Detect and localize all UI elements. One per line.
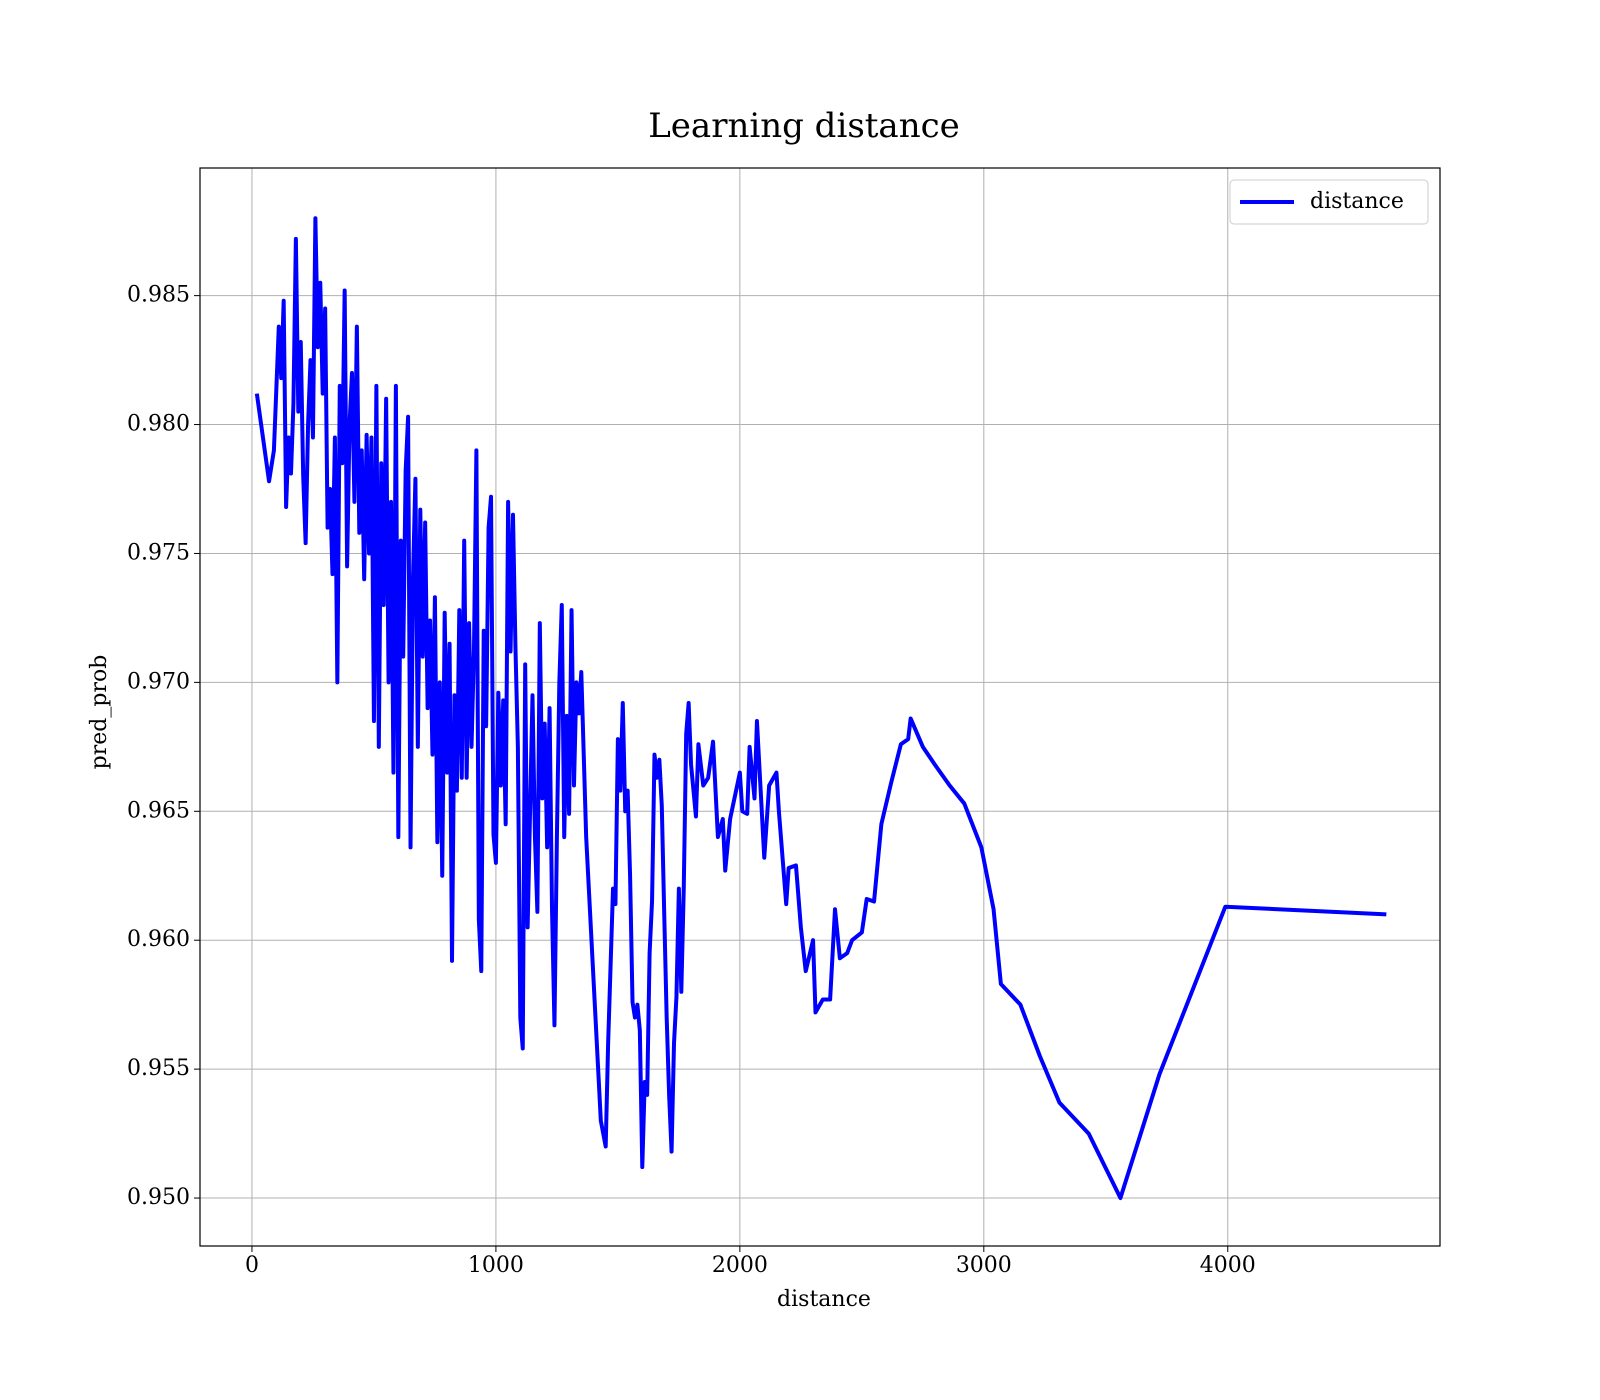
y-tick-label: 0.975 — [127, 540, 190, 565]
chart-title: Learning distance — [648, 106, 960, 146]
y-axis-label: pred_prob — [87, 655, 112, 770]
y-tick-label: 0.950 — [127, 1185, 190, 1210]
x-tick-label: 1000 — [468, 1253, 524, 1278]
line-series — [254, 216, 1387, 1201]
x-tick-label: 2000 — [712, 1253, 768, 1278]
y-tick-label: 0.965 — [127, 798, 190, 823]
x-tick-label: 4000 — [1200, 1253, 1256, 1278]
y-tick-label: 0.980 — [127, 412, 190, 437]
plot-frame — [199, 167, 1441, 1247]
x-axis-label: distance — [777, 1287, 871, 1312]
y-tick-label: 0.985 — [127, 283, 190, 308]
y-tick-label: 0.970 — [127, 669, 190, 694]
x-tick-label: 0 — [245, 1253, 259, 1278]
legend-box — [1229, 179, 1429, 225]
legend-label: distance — [1310, 189, 1404, 214]
y-tick-label: 0.955 — [127, 1056, 190, 1081]
y-tick-label: 0.960 — [127, 927, 190, 952]
x-tick-label: 3000 — [956, 1253, 1012, 1278]
